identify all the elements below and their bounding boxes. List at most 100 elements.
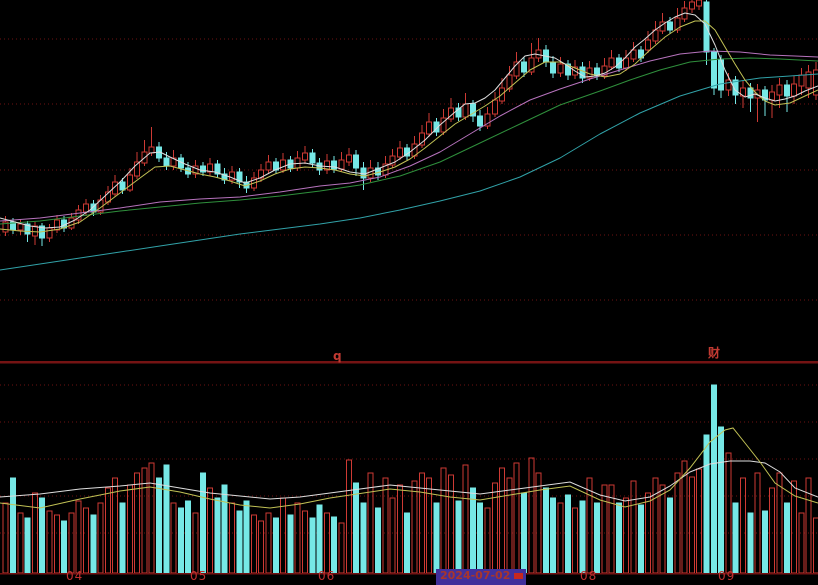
volume-bar (733, 503, 738, 573)
candle-body (777, 85, 782, 95)
volume-bar (631, 481, 636, 573)
candle-body (689, 2, 694, 9)
volume-bar (215, 498, 220, 573)
candle-body (609, 58, 614, 67)
volume-bar (711, 385, 716, 573)
ma20-line (0, 51, 818, 221)
candle-body (492, 100, 497, 114)
candle-body (303, 153, 308, 160)
volume-bar (624, 498, 629, 573)
volume-bar (91, 515, 96, 573)
candle-body (164, 158, 169, 166)
volume-bar (587, 478, 592, 573)
volume-bar (405, 513, 410, 573)
volume-bar (682, 461, 687, 573)
volume-bar (762, 511, 767, 573)
volume-bar (346, 460, 351, 573)
volume-bar (470, 488, 475, 573)
volume-bar (69, 513, 74, 573)
volume-bar (755, 473, 760, 573)
volume-bar (719, 427, 724, 573)
volume-bar (726, 453, 731, 573)
candle-body (47, 228, 52, 238)
x-axis-month-label: 06 (318, 570, 335, 582)
candle-body (558, 64, 563, 73)
candle-body (32, 226, 37, 236)
volume-bar (427, 478, 432, 573)
candle-body (799, 75, 804, 86)
candle-body (522, 62, 527, 72)
candle-body (478, 116, 483, 126)
volume-bar (361, 503, 366, 573)
volume-bar (157, 478, 162, 573)
volume-bar (668, 498, 673, 573)
volume-bar (500, 468, 505, 573)
volume-bar (558, 503, 563, 573)
candle-body (631, 50, 636, 59)
event-marker-q[interactable]: q (333, 350, 342, 362)
candle-body (339, 160, 344, 169)
volume-bar (40, 498, 45, 573)
x-axis-month-label: 04 (66, 570, 83, 582)
volume-bar (281, 498, 286, 573)
ma5-line (0, 13, 818, 228)
volume-bar (741, 478, 746, 573)
volume-bar (616, 503, 621, 573)
volume-bar (11, 478, 16, 573)
volume-bar (208, 488, 213, 573)
volume-bar (638, 505, 643, 573)
volume-bar (478, 503, 483, 573)
volume-bar (653, 478, 658, 573)
candle-body (368, 168, 373, 178)
volume-bar (485, 508, 490, 573)
volume-bar (660, 485, 665, 573)
volume-bar (784, 503, 789, 573)
candle-body (84, 204, 89, 212)
volume-bar (222, 485, 227, 573)
x-axis-month-label: 05 (190, 570, 207, 582)
volume-bar (412, 481, 417, 573)
pane-divider (0, 361, 818, 364)
candle-body (748, 88, 753, 98)
candle-body (646, 40, 651, 50)
volume-bar (295, 503, 300, 573)
volume-bar (127, 485, 132, 573)
candle-body (668, 22, 673, 30)
volume-bar (449, 475, 454, 573)
volume-bar (303, 511, 308, 573)
volume-bar (84, 508, 89, 573)
volume-bar (266, 513, 271, 573)
candle-body (281, 160, 286, 170)
volume-bar (573, 508, 578, 573)
volume-bar (259, 521, 264, 573)
candle-body (697, 0, 702, 6)
volume-bar (814, 518, 818, 573)
volume-bar (120, 503, 125, 573)
volume-bar (186, 501, 191, 573)
ma60-line (0, 74, 818, 270)
volume-bar (383, 478, 388, 573)
candle-body (149, 147, 154, 153)
x-axis-line (0, 573, 818, 575)
event-marker-cai[interactable]: 财 (708, 347, 720, 359)
volume-bar (237, 511, 242, 573)
volume-bar (390, 498, 395, 573)
volume-bar (193, 513, 198, 573)
volume-bar (339, 523, 344, 573)
candle-body (770, 92, 775, 100)
volume-bar (543, 488, 548, 573)
volume-bar (273, 518, 278, 573)
volume-bar (25, 518, 30, 573)
candle-body (551, 62, 556, 73)
volume-bar (3, 503, 8, 573)
volume-bar (704, 435, 709, 573)
crosshair-date-text: 2024-07-02 (440, 570, 510, 581)
volume-bar (47, 511, 52, 573)
volume-bar (697, 469, 702, 573)
volume-bar (288, 515, 293, 573)
volume-bar (580, 501, 585, 573)
volume-bar (463, 465, 468, 573)
volume-bar (595, 503, 600, 573)
volume-bar (62, 521, 67, 573)
